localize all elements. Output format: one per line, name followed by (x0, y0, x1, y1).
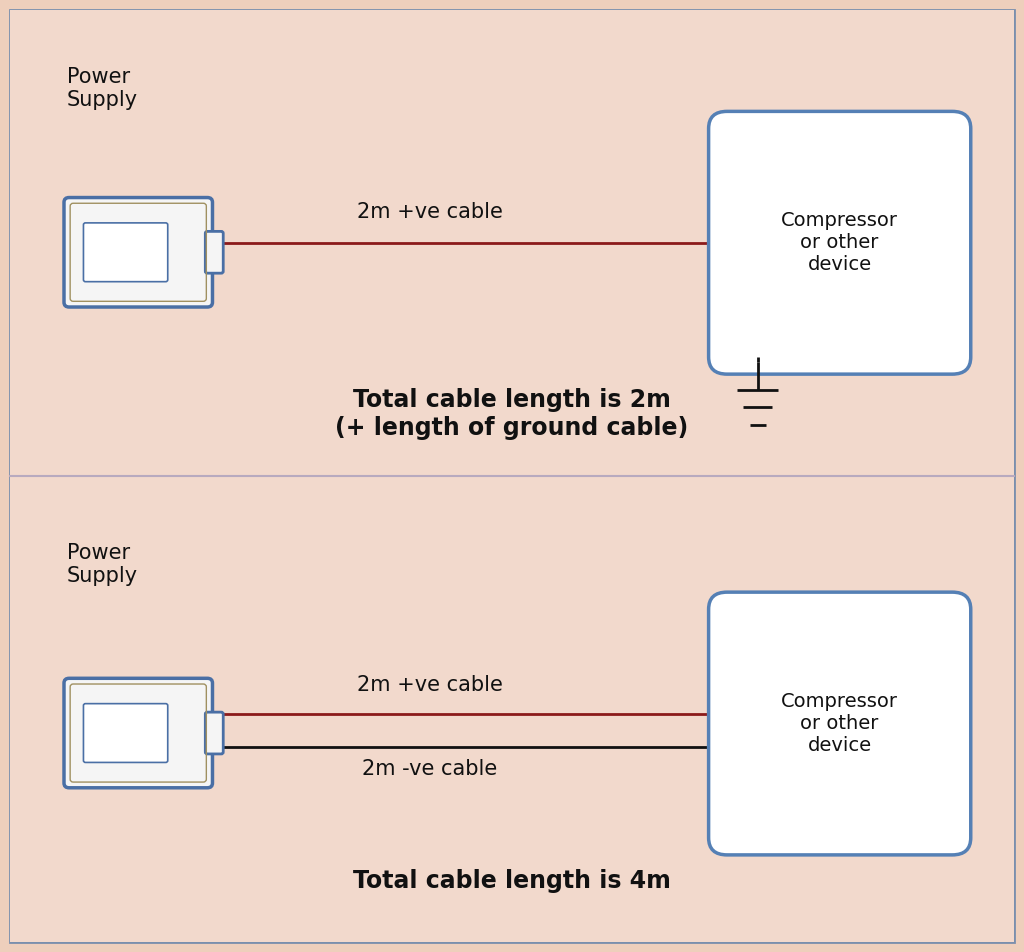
FancyBboxPatch shape (709, 592, 971, 855)
FancyBboxPatch shape (10, 10, 1014, 942)
Text: 2m +ve cable: 2m +ve cable (357, 202, 503, 222)
FancyBboxPatch shape (63, 678, 213, 788)
Text: Total cable length is 2m
(+ length of ground cable): Total cable length is 2m (+ length of gr… (336, 388, 688, 440)
Text: Compressor
or other
device: Compressor or other device (781, 211, 898, 274)
Text: Total cable length is 4m: Total cable length is 4m (353, 868, 671, 893)
FancyBboxPatch shape (205, 231, 223, 273)
FancyBboxPatch shape (709, 111, 971, 374)
Text: Compressor
or other
device: Compressor or other device (781, 692, 898, 755)
FancyBboxPatch shape (63, 198, 213, 307)
Text: Power
Supply: Power Supply (67, 67, 137, 109)
Text: 2m -ve cable: 2m -ve cable (362, 759, 498, 779)
FancyBboxPatch shape (84, 223, 168, 282)
FancyBboxPatch shape (84, 704, 168, 763)
Bar (10, 10, 1014, 476)
FancyBboxPatch shape (205, 712, 223, 754)
Text: Power
Supply: Power Supply (67, 543, 137, 585)
Text: 2m +ve cable: 2m +ve cable (357, 675, 503, 695)
Bar (10, 476, 1014, 942)
